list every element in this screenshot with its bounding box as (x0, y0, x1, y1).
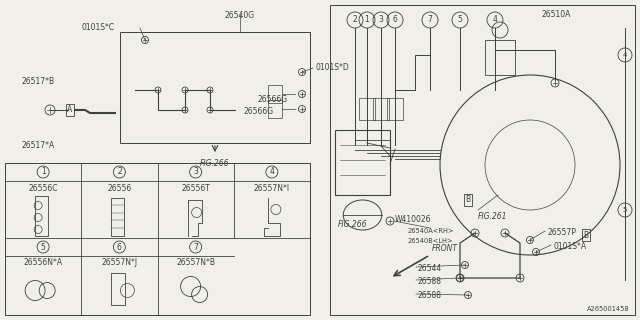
Bar (35, 196, 48, 236)
Text: 26556: 26556 (108, 184, 131, 193)
Text: A265001458: A265001458 (588, 306, 630, 312)
Text: A: A (67, 106, 72, 115)
Text: 5: 5 (458, 15, 463, 25)
Bar (5, 163, 310, 315)
Text: 26517*B: 26517*B (22, 77, 55, 86)
Bar (330, 5, 635, 315)
Text: 0101S*A: 0101S*A (553, 242, 586, 251)
Text: 26517*A: 26517*A (22, 140, 55, 149)
Text: FIG.261: FIG.261 (478, 212, 508, 221)
Text: FIG.266: FIG.266 (338, 220, 367, 229)
Bar (111, 197, 124, 236)
Text: FRONT: FRONT (432, 244, 458, 253)
Text: 1: 1 (41, 167, 45, 177)
Text: 5: 5 (623, 207, 627, 213)
Bar (268, 85, 282, 103)
Text: 1: 1 (365, 15, 369, 25)
Text: 0101S*D: 0101S*D (316, 63, 349, 73)
Text: 26556C: 26556C (28, 184, 58, 193)
Bar (268, 100, 282, 118)
Text: 26557N*B: 26557N*B (176, 258, 215, 267)
Text: B: B (584, 230, 589, 239)
Bar (387, 98, 403, 120)
Text: 26557N*I: 26557N*I (254, 184, 290, 193)
Text: 2: 2 (117, 167, 122, 177)
Text: 4: 4 (493, 15, 497, 25)
Text: 3: 3 (193, 167, 198, 177)
Text: 6: 6 (392, 15, 397, 25)
Text: 7: 7 (428, 15, 433, 25)
Text: 0101S*C: 0101S*C (82, 23, 115, 33)
Bar (373, 98, 389, 120)
Text: 26540A<RH>: 26540A<RH> (408, 228, 454, 234)
Text: 26556N*A: 26556N*A (24, 258, 63, 267)
Text: 26588: 26588 (418, 291, 442, 300)
Text: 26566G: 26566G (257, 95, 287, 105)
Bar (485, 40, 515, 75)
Text: 4: 4 (623, 52, 627, 58)
Text: 26540G: 26540G (225, 11, 255, 20)
Bar (120, 32, 310, 143)
Text: 26557P: 26557P (547, 228, 576, 237)
Text: 7: 7 (193, 243, 198, 252)
Text: 4: 4 (269, 167, 275, 177)
Text: 26588: 26588 (418, 277, 442, 286)
Text: 26556T: 26556T (181, 184, 210, 193)
Text: FIG.266: FIG.266 (200, 159, 230, 168)
Text: W410026: W410026 (395, 215, 431, 224)
Text: 2: 2 (353, 15, 357, 25)
Bar (335, 130, 390, 195)
Text: 6: 6 (117, 243, 122, 252)
Text: B: B (465, 196, 470, 204)
Text: 5: 5 (41, 243, 45, 252)
Text: 26544: 26544 (418, 264, 442, 273)
Text: 26566G: 26566G (244, 108, 274, 116)
Bar (111, 273, 125, 305)
Text: 26557N*J: 26557N*J (101, 258, 138, 267)
Text: 3: 3 (379, 15, 383, 25)
Bar (359, 98, 375, 120)
Text: 26540B<LH>: 26540B<LH> (408, 238, 454, 244)
Text: 26510A: 26510A (542, 10, 572, 19)
